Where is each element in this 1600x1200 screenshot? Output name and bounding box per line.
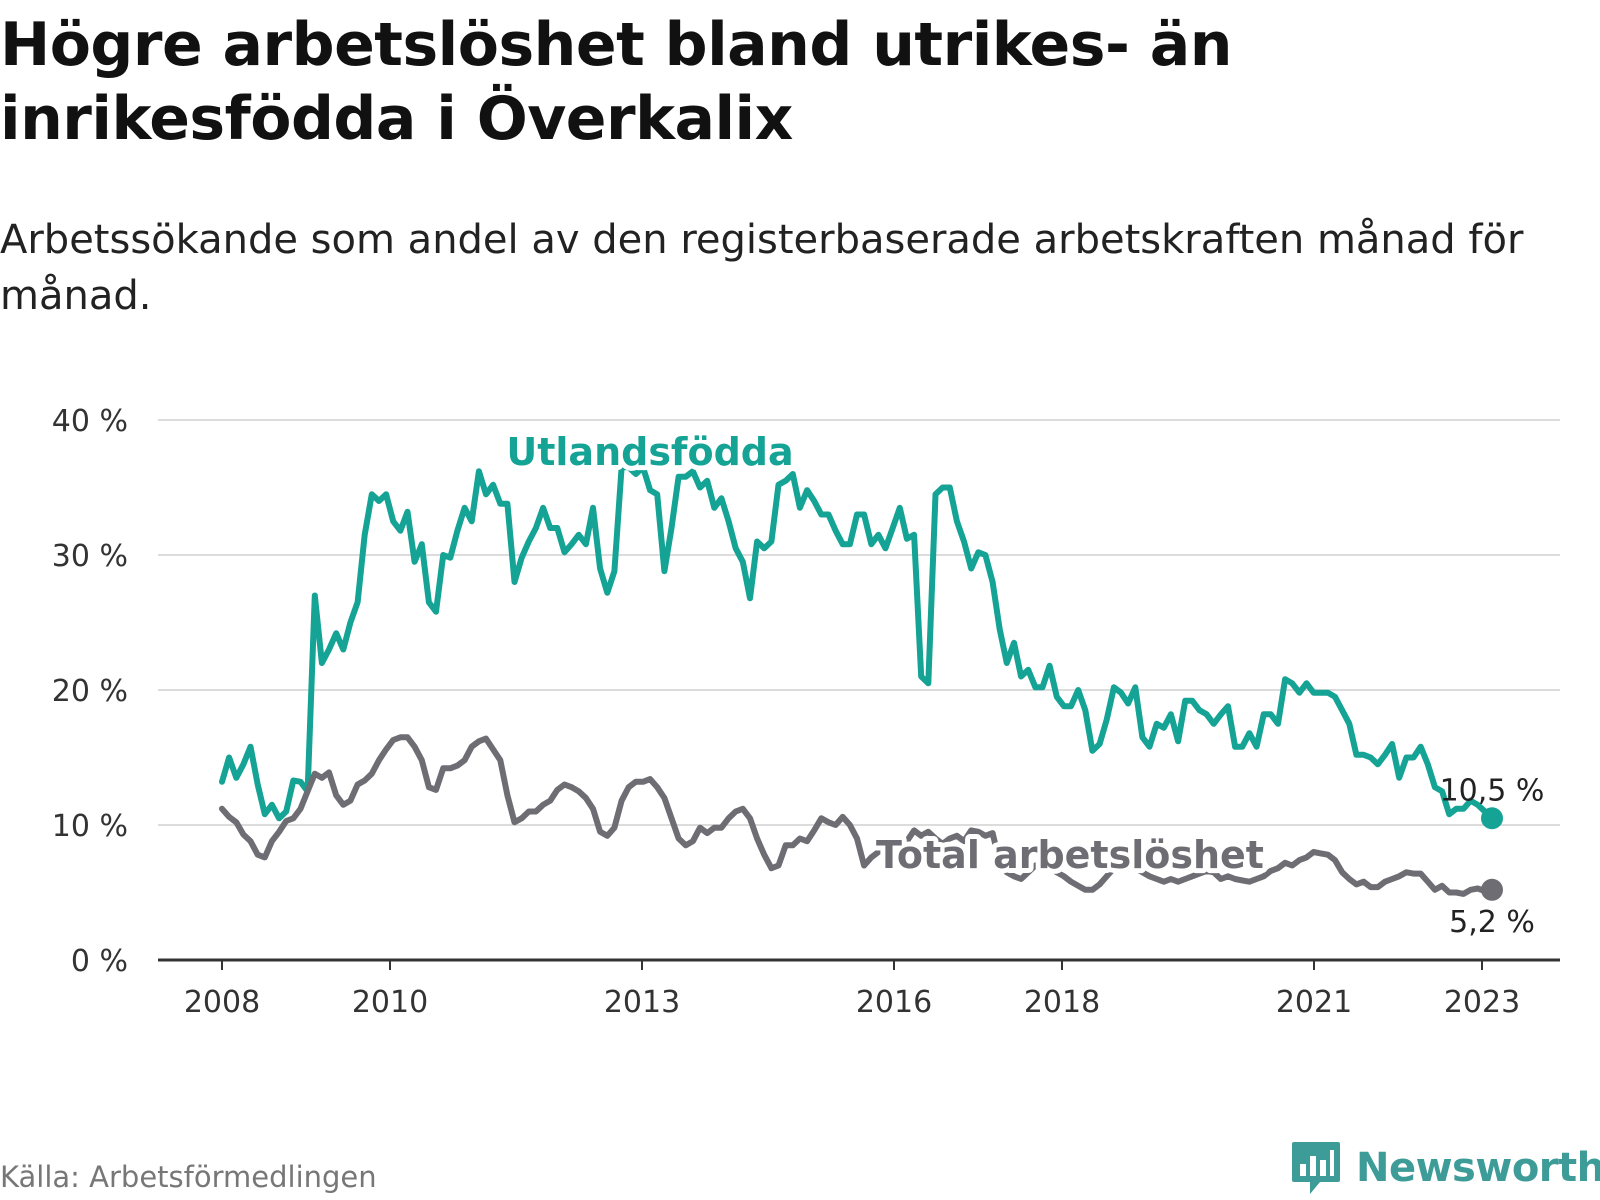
x-tick-label: 2016 (856, 985, 932, 1020)
y-tick-label: 40 % (52, 404, 128, 439)
newsworthy-logo[interactable]: Newsworthy (1290, 1140, 1600, 1196)
end-label-utlandsfodda: 10,5 % (1440, 773, 1545, 808)
brand-name: Newsworthy (1356, 1145, 1600, 1191)
series-line-total (219, 734, 1495, 897)
x-tick-label: 2008 (184, 985, 260, 1020)
x-tick-label: 2018 (1024, 985, 1100, 1020)
x-tick-label: 2010 (352, 985, 428, 1020)
line-chart: 0 % 10 % 20 % 30 % 40 % 2008 2010 2013 2016 2018… (52, 404, 1560, 1020)
y-tick-label: 0 % (71, 944, 128, 979)
end-label-total: 5,2 % (1449, 905, 1535, 940)
x-tick-label: 2021 (1276, 985, 1352, 1020)
y-tick-label: 20 % (52, 674, 128, 709)
end-point-utlandsfodda (1481, 807, 1503, 830)
x-tick-label: 2023 (1444, 985, 1520, 1020)
series-lines (219, 464, 1503, 901)
chart-subtitle: Arbetssökande som andel av den registerb… (0, 217, 1524, 319)
series-line-utlandsfodda (219, 464, 1495, 822)
series-label-total: Total arbetslöshet (876, 833, 1264, 877)
x-axis: 2008 2010 2013 2016 2018 2021 2023 (158, 958, 1560, 1020)
gridlines (158, 419, 1560, 826)
y-axis-ticks: 0 % 10 % 20 % 30 % 40 % (52, 404, 128, 979)
newsworthy-logo-icon (1292, 1142, 1340, 1194)
x-tick-label: 2013 (604, 985, 680, 1020)
end-point-total (1481, 878, 1503, 901)
y-tick-label: 10 % (52, 809, 128, 844)
series-label-utlandsfodda: Utlandsfödda (506, 430, 793, 474)
chart-title: Högre arbetslöshet bland utrikes- än inr… (0, 10, 1232, 154)
series-labels: 10,5 % 5,2 % Utlandsfödda Total arbetslöshe… (501, 425, 1545, 940)
y-tick-label: 30 % (52, 539, 128, 574)
source-note: Källa: Arbetsförmedlingen (0, 1160, 377, 1194)
